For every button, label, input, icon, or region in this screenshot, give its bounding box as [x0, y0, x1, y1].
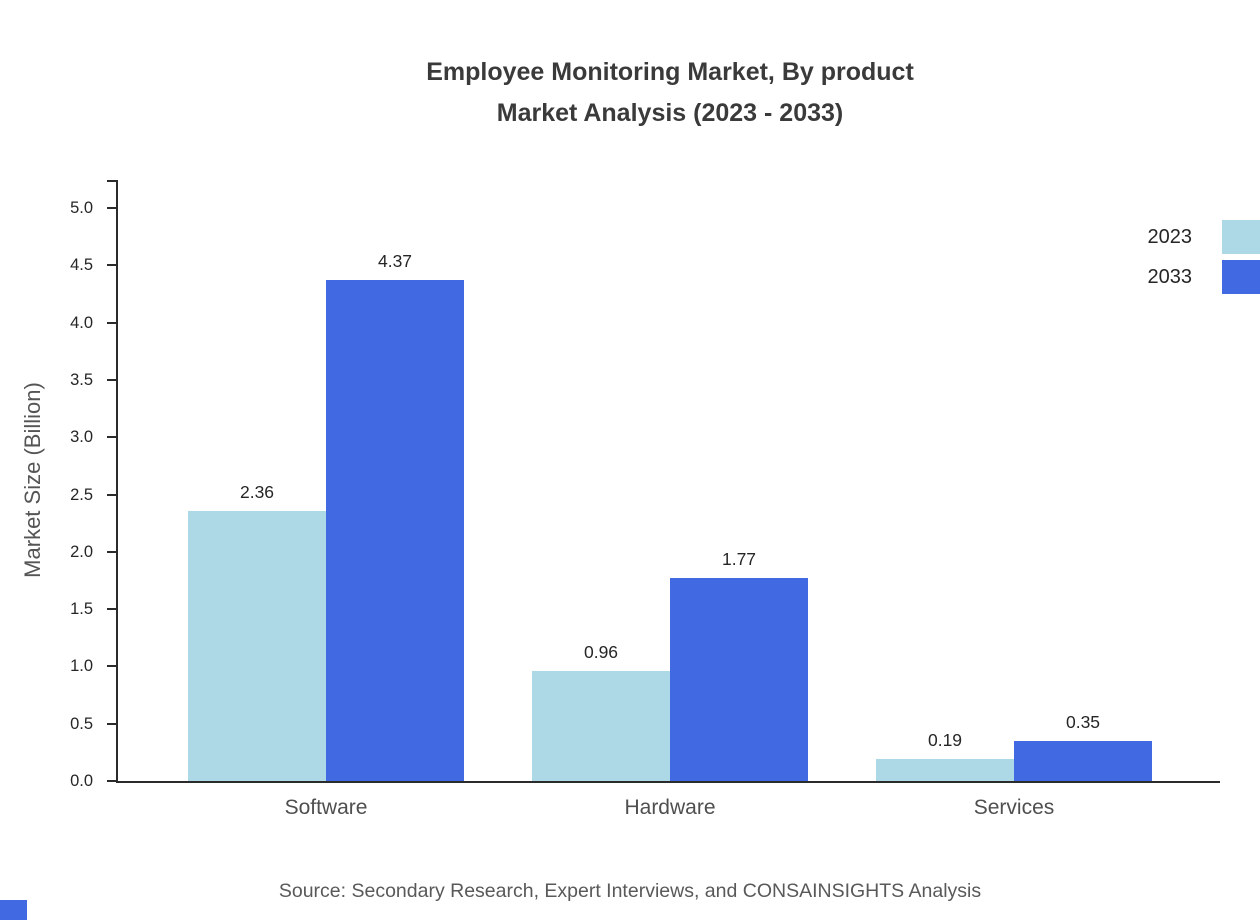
x-category-label: Services: [973, 796, 1055, 819]
bar-value-label: 0.19: [927, 730, 963, 751]
y-tick-mark: [107, 550, 116, 553]
y-tick-label: 0.5: [70, 714, 93, 733]
chart-title: Employee Monitoring Market, By product M…: [80, 52, 1260, 134]
bar-2033-hardware: [670, 578, 808, 781]
y-tick-label: 4.0: [70, 313, 93, 332]
chart-title-line-1: Employee Monitoring Market, By product: [426, 58, 914, 86]
bar-2023-services: [876, 759, 1014, 781]
x-category-label: Hardware: [624, 796, 716, 819]
bar-2033-software: [326, 280, 464, 781]
y-tick-label: 3.5: [70, 370, 93, 389]
y-tick-label: 1.5: [70, 600, 93, 619]
bar-2033-services: [1014, 740, 1152, 781]
y-tick-mark: [107, 493, 116, 496]
x-category-label: Software: [284, 796, 368, 819]
y-axis-endcap-tick: [107, 180, 116, 182]
bar-value-label: 0.96: [583, 641, 619, 662]
legend: 2023 2033: [1148, 220, 1260, 294]
bar-value-label: 4.37: [377, 251, 413, 272]
y-tick-label: 5.0: [70, 199, 93, 217]
y-tick-label: 1.0: [70, 657, 93, 676]
bar-2023-software: [188, 510, 326, 781]
y-tick-label: 2.5: [70, 485, 93, 504]
source-text: Source: Secondary Research, Expert Inter…: [278, 880, 982, 902]
legend-label: 2033: [1147, 265, 1193, 288]
chart-title-line-2: Market Analysis (2023 - 2033): [496, 99, 844, 127]
y-tick-mark: [107, 722, 116, 725]
y-tick-mark: [107, 665, 116, 668]
y-tick-label: 0.0: [70, 772, 93, 790]
corner-accent: [0, 900, 27, 920]
legend-entry-2023: 2023: [1148, 220, 1260, 254]
y-tick-mark: [107, 436, 116, 439]
legend-entry-2033: 2033: [1148, 260, 1260, 294]
bar-value-label: 0.35: [1065, 711, 1101, 732]
legend-label: 2023: [1147, 225, 1193, 248]
y-tick-mark: [107, 321, 116, 324]
y-tick-mark: [107, 264, 116, 267]
bar-value-label: 1.77: [721, 549, 757, 570]
y-tick-mark: [107, 207, 116, 209]
y-tick-label: 4.5: [70, 256, 93, 275]
y-axis-line: [116, 180, 118, 783]
bar-2023-hardware: [532, 670, 670, 781]
y-tick-label: 3.0: [70, 428, 93, 447]
y-tick-mark: [107, 378, 116, 381]
y-tick-label: 2.0: [70, 542, 93, 561]
legend-swatch-icon: [1222, 220, 1260, 254]
y-tick-mark: [107, 780, 116, 782]
y-tick-mark: [107, 608, 116, 611]
legend-swatch-icon: [1222, 260, 1260, 294]
x-axis-line: [116, 781, 1220, 783]
bar-value-label: 2.36: [239, 481, 275, 502]
